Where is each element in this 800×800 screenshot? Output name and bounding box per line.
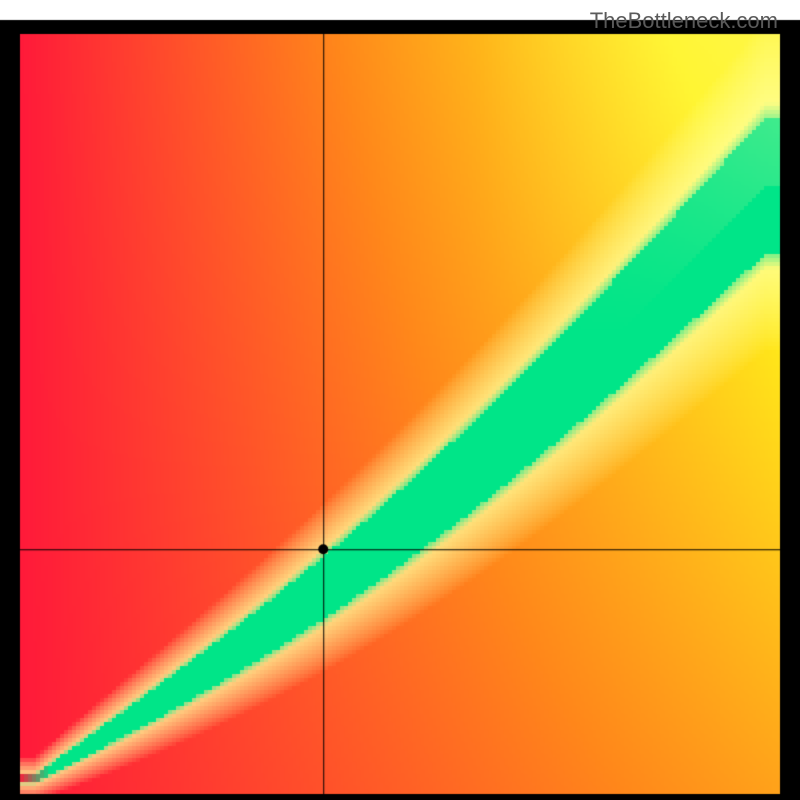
- bottleneck-heatmap: [0, 0, 800, 800]
- watermark-text: TheBottleneck.com: [590, 8, 778, 34]
